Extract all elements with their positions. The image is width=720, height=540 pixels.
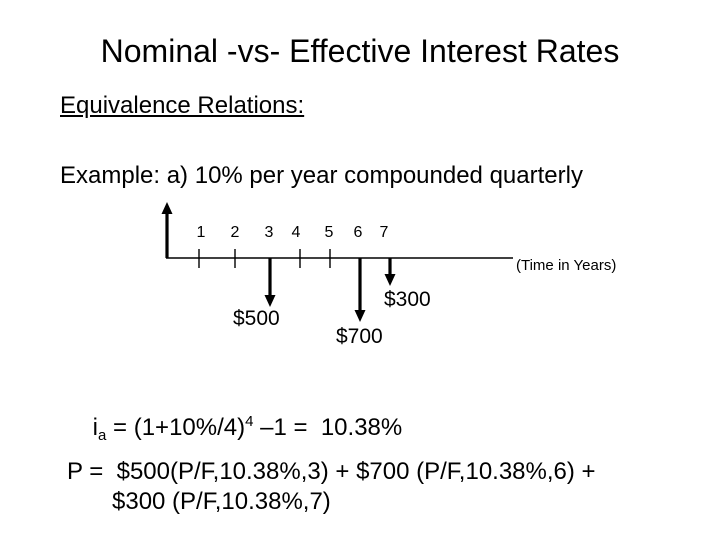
page-title: Nominal -vs- Effective Interest Rates [100, 33, 620, 69]
year-label-1: 1 [196, 224, 206, 241]
formula-ia-tail: –1 = 10.38% [253, 414, 403, 442]
cashflow-arrow-year3 [264, 258, 276, 307]
section-heading: Equivalence Relations: [60, 92, 305, 119]
tick-marks [198, 249, 331, 268]
up-arrow [161, 202, 173, 258]
formula-present-worth-line2: $300 (P/F,10.38%,7) [112, 488, 331, 515]
cashflow-label-700: $700 [336, 325, 383, 348]
year-label-2: 2 [230, 224, 240, 241]
year-label-6: 6 [353, 224, 363, 241]
formula-ia-subscript: a [98, 427, 107, 445]
cashflow-label-500: $500 [233, 307, 280, 330]
axis-caption: (Time in Years) [516, 257, 617, 274]
formula-ia-superscript: 4 [245, 413, 254, 431]
formula-effective-rate: ia = (1+10%/4)4 –1 = 10.38% [66, 389, 403, 468]
example-text: Example: a) 10% per year compounded quar… [60, 162, 583, 189]
year-label-5: 5 [324, 224, 334, 241]
year-label-3: 3 [264, 224, 274, 241]
formula-ia-base: i [92, 414, 99, 442]
formula-present-worth-line1: P = $500(P/F,10.38%,3) + $700 (P/F,10.38… [67, 458, 596, 485]
cashflow-arrow-year6 [354, 258, 366, 322]
year-label-4: 4 [291, 224, 301, 241]
formula-ia-middle: = (1+10%/4) [106, 414, 246, 442]
cashflow-arrow-year7 [384, 258, 396, 286]
year-label-7: 7 [379, 224, 389, 241]
cashflow-label-300: $300 [384, 288, 431, 311]
